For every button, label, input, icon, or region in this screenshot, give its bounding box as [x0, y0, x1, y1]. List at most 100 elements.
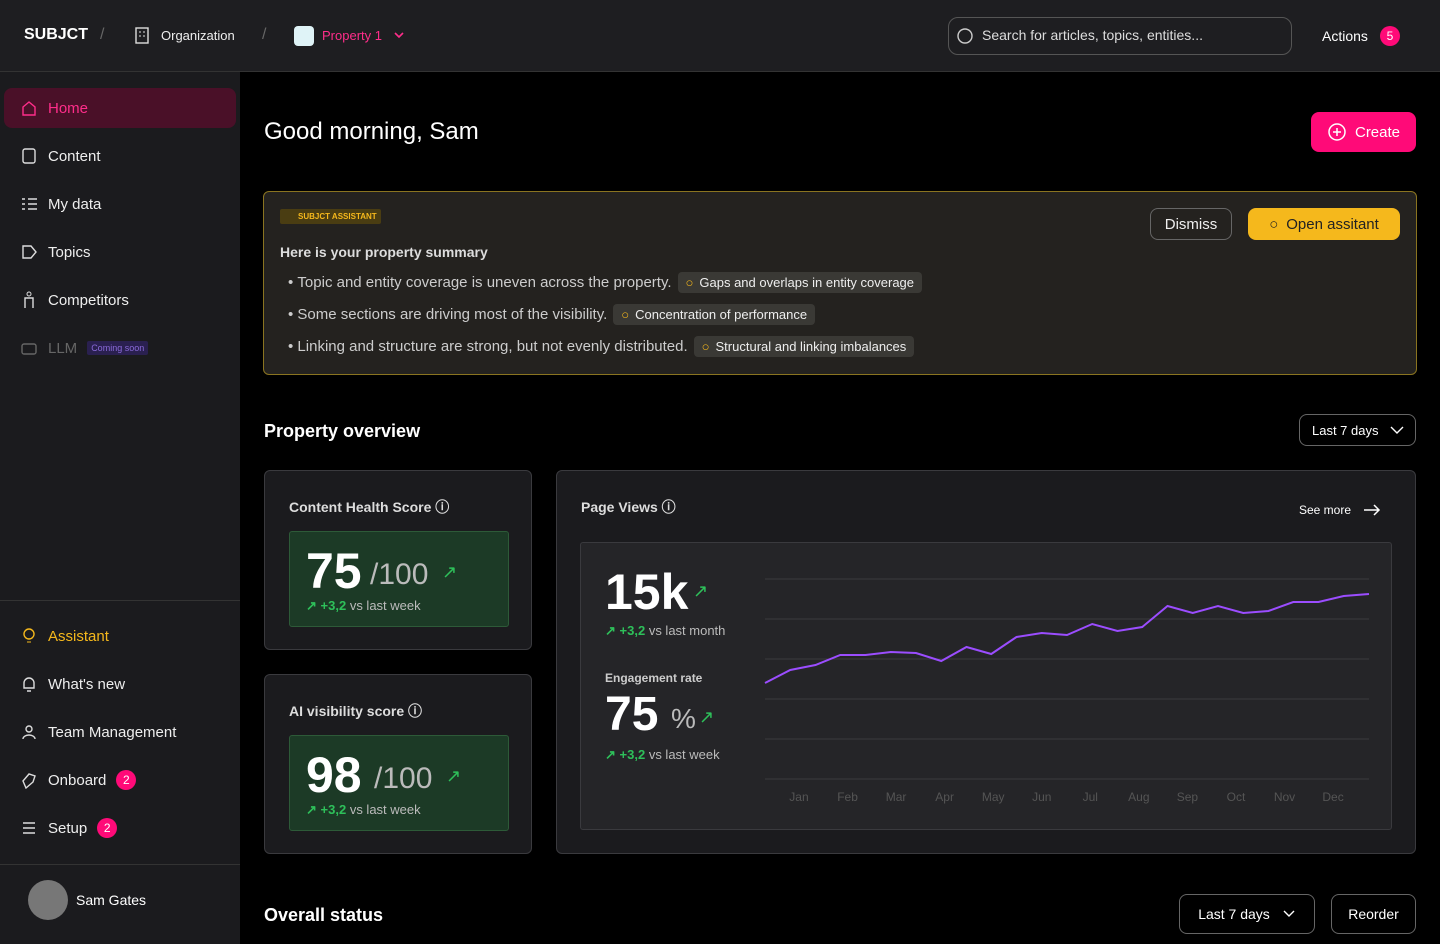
engagement-label: Engagement rate: [605, 671, 703, 685]
section-title: Overall status: [264, 905, 384, 925]
create-button[interactable]: Create: [1311, 112, 1416, 152]
onboard-badge: 2: [116, 770, 137, 790]
nav-label: What's new: [48, 675, 126, 693]
pv-title: Page Views: [581, 499, 658, 515]
x-tick-label: Apr: [935, 790, 954, 804]
actions[interactable]: Actions: [1322, 28, 1368, 44]
delta-value: +3,2: [619, 747, 646, 762]
range-select[interactable]: Last 7 days: [1299, 414, 1416, 446]
range-select[interactable]: Last 7 days: [1179, 894, 1315, 934]
x-tick-label: Feb: [837, 790, 858, 804]
summary-item: • Some sections are driving most of the …: [288, 304, 816, 325]
delta-value: +3,2: [619, 623, 646, 638]
chip-label: Gaps and overlaps in entity coverage: [699, 275, 915, 290]
nav-item[interactable]: Onboard 2: [4, 760, 236, 800]
org-icon: [135, 27, 149, 44]
summary-item: • Linking and structure are strong, but …: [288, 336, 915, 357]
assistant-tag: SUBJCT ASSISTANT: [280, 209, 381, 224]
delta-value: +3,2: [320, 598, 347, 613]
nav-label: Onboard: [48, 771, 107, 789]
actions-count: 5: [1380, 26, 1400, 46]
nav-item[interactable]: Setup 2: [4, 808, 236, 848]
nav-label: Team Management: [48, 723, 177, 741]
assistant-panel: SUBJCT ASSISTANT Here is your property s…: [263, 191, 1417, 375]
nav-label: Assistant: [48, 627, 109, 645]
delta: ↗ +3,2 vs last month: [605, 623, 726, 638]
nav-item[interactable]: Competitors: [4, 280, 236, 320]
see-more[interactable]: See more: [1299, 503, 1381, 517]
delta: ↗ +3,2 vs last week: [306, 598, 421, 613]
avatar[interactable]: [28, 880, 68, 920]
range-label: Last 7 days: [1312, 422, 1379, 438]
sidebar: Home Content My data Topics Competitors …: [0, 72, 240, 944]
top-bar: SUBJCT / Organization / Property 1 Searc…: [0, 0, 1440, 72]
x-tick-label: May: [982, 790, 1005, 804]
search[interactable]: Search for articles, topics, entities...: [948, 17, 1292, 55]
line: [764, 593, 1370, 684]
nav-label: Home: [48, 99, 89, 117]
score: 98: [306, 747, 362, 803]
user-name[interactable]: Sam Gates: [76, 892, 147, 908]
assistant-title: Here is your property summary: [280, 244, 488, 260]
score: 75: [306, 543, 362, 599]
nav-item[interactable]: Topics: [4, 232, 236, 272]
nav-label: LLM: [48, 339, 78, 357]
x-tick-label: Oct: [1227, 790, 1246, 804]
engagement: 75: [605, 688, 659, 741]
health-title: Content Health Score: [289, 499, 432, 515]
open-label: Open assitant: [1286, 215, 1379, 233]
summary-chip[interactable]: ○ Concentration of performance: [613, 304, 816, 325]
summary-text: Topic and entity coverage is uneven acro…: [297, 274, 672, 291]
setup-badge: 2: [97, 818, 118, 838]
nav-item[interactable]: My data: [4, 184, 236, 224]
page-views-card: Page Views ⓘ See more 15k ↗ ↗ +3,2 vs la…: [556, 470, 1416, 854]
property-icon: [294, 26, 314, 46]
x-tick-label: Mar: [886, 790, 907, 804]
delta-label: vs last week: [349, 802, 421, 817]
summary-text: Linking and structure are strong, but no…: [297, 338, 688, 355]
delta: ↗ +3,2 vs last week: [605, 747, 720, 762]
summary-chip[interactable]: ○ Gaps and overlaps in entity coverage: [677, 272, 923, 293]
x-tick-label: Nov: [1274, 790, 1295, 804]
chip-label: Concentration of performance: [635, 307, 808, 322]
range-label: Last 7 days: [1198, 906, 1270, 922]
delta: ↗ +3,2 vs last week: [306, 802, 421, 817]
organization[interactable]: Organization: [161, 28, 235, 43]
nav-item: LLM Coming soon: [4, 328, 236, 368]
chart-panel: 15k ↗ ↗ +3,2 vs last month Engagement ra…: [580, 542, 1392, 830]
chip-label: Structural and linking imbalances: [715, 339, 907, 354]
brand[interactable]: SUBJCT: [24, 26, 89, 43]
nav-item[interactable]: Home: [4, 88, 236, 128]
x-tick-label: Jul: [1083, 790, 1098, 804]
nav-item[interactable]: Assistant: [4, 616, 236, 656]
reorder-button[interactable]: Reorder: [1331, 894, 1416, 934]
create-label: Create: [1354, 123, 1401, 141]
open-assistant-button[interactable]: ○ Open assitant: [1248, 208, 1400, 240]
x-tick-label: Jun: [1032, 790, 1051, 804]
summary-chip[interactable]: ○ Structural and linking imbalances: [693, 336, 915, 357]
ai-title: AI visibility score: [289, 703, 405, 719]
section-title: Property overview: [264, 421, 421, 441]
score-max: /100: [370, 558, 429, 591]
nav-label: Topics: [48, 243, 91, 261]
card-title: Page Views ⓘ: [581, 499, 676, 515]
divider: [0, 864, 240, 865]
delta-label: vs last week: [349, 598, 421, 613]
see-more-label: See more: [1299, 503, 1352, 517]
dismiss-button[interactable]: Dismiss: [1150, 208, 1232, 240]
coming-soon: Coming soon: [87, 341, 149, 355]
property[interactable]: Property 1: [322, 28, 382, 43]
pv-value: 15k: [605, 564, 689, 620]
search-placeholder: Search for articles, topics, entities...: [982, 27, 1203, 43]
delta-value: +3,2: [320, 802, 347, 817]
x-tick-label: Jan: [789, 790, 808, 804]
nav-item[interactable]: Content: [4, 136, 236, 176]
nav-item[interactable]: What's new: [4, 664, 236, 704]
chevron: [394, 32, 404, 39]
x-tick-label: Dec: [1322, 790, 1343, 804]
x-tick-label: Aug: [1128, 790, 1149, 804]
nav-item[interactable]: Team Management: [4, 712, 236, 752]
delta-label: vs last month: [648, 623, 726, 638]
summary-text: Some sections are driving most of the vi…: [297, 306, 608, 323]
